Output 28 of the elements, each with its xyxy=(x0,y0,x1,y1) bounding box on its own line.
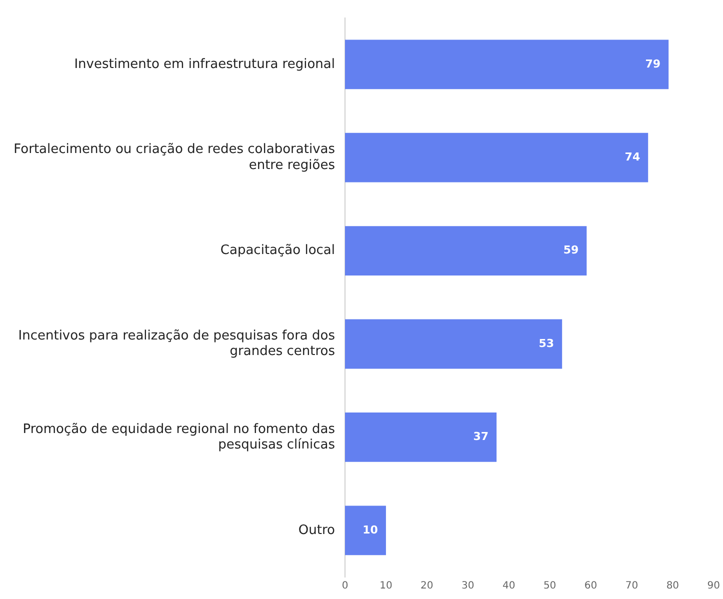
x-tick-label: 30 xyxy=(462,580,474,592)
bar xyxy=(345,506,386,556)
bar xyxy=(345,319,562,369)
x-tick-label: 90 xyxy=(707,580,720,592)
x-tick-label: 80 xyxy=(666,580,680,592)
y-tick-label: Investimento em infraestrutura regional xyxy=(74,56,335,72)
data-label: 74 xyxy=(624,150,640,164)
bar xyxy=(345,40,669,90)
bar xyxy=(345,132,648,182)
y-tick-label: Capacitação local xyxy=(220,243,335,258)
x-tick-label: 40 xyxy=(502,580,516,592)
data-label: 59 xyxy=(563,244,579,257)
y-tick-label: Promoção de equidade regional no fomento das pesquisas clínicas xyxy=(22,422,336,452)
x-tick-label: 10 xyxy=(380,580,392,592)
x-tick-label: 60 xyxy=(584,580,598,592)
y-tick-label: Outro xyxy=(298,522,336,538)
bar xyxy=(345,412,497,462)
x-tick-label: 70 xyxy=(625,580,638,592)
y-tick-label: Fortalecimento ou criação de redes colaborativas entre regiões xyxy=(14,142,336,173)
x-tick-label: 20 xyxy=(420,580,434,592)
y-tick-label: Incentivos para realização de pesquisas fora dos grandes centros xyxy=(18,328,336,360)
data-label: 53 xyxy=(538,336,554,350)
bar xyxy=(345,226,587,276)
data-label: 10 xyxy=(362,523,378,536)
x-tick-label: 0 xyxy=(342,580,348,592)
data-label: 37 xyxy=(473,430,489,444)
x-tick-label: 50 xyxy=(543,580,556,592)
data-label: 79 xyxy=(645,57,661,70)
